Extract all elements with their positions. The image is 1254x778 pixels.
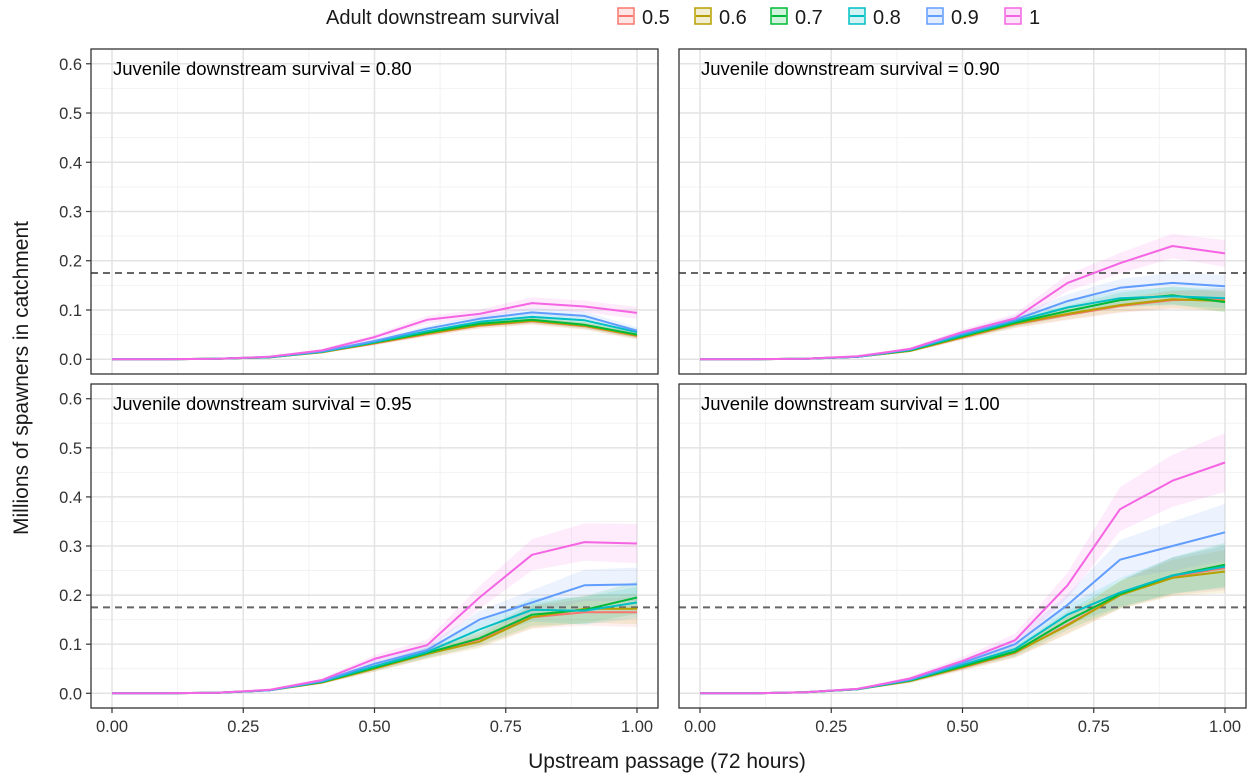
panels: Juvenile downstream survival = 0.80 0.0 0.… — [59, 48, 1247, 736]
legend-entry: 0.5 — [617, 7, 670, 29]
confidence-band — [700, 433, 1225, 694]
confidence-band — [112, 297, 637, 360]
confidence-band — [112, 567, 637, 694]
y-tick-label: 0.4 — [59, 489, 82, 507]
y-tick-label: 0.1 — [59, 636, 82, 654]
legend-label: 0.6 — [719, 7, 747, 29]
chart-panel: Juvenile downstream survival = 0.80 0.0 0.… — [59, 48, 659, 375]
confidence-band — [112, 523, 637, 694]
confidence-band — [112, 593, 637, 694]
confidence-band — [700, 233, 1225, 360]
x-tick-label: 0.50 — [946, 718, 978, 736]
confidence-band — [700, 286, 1225, 360]
y-tick-label: 0.2 — [59, 587, 82, 605]
legend-entry: 0.9 — [926, 7, 979, 29]
y-tick-label: 0.0 — [59, 351, 82, 369]
x-tick-label: 0.00 — [684, 718, 716, 736]
y-tick-label: 0.3 — [59, 538, 82, 556]
y-tick-label: 0.4 — [59, 154, 82, 172]
confidence-band — [700, 546, 1225, 694]
y-tick-label: 0.5 — [59, 105, 82, 123]
y-tick-label: 0.2 — [59, 253, 82, 271]
y-tick-label: 0.6 — [59, 56, 82, 74]
chart-panel: Juvenile downstream survival = 1.00 0.00 0… — [678, 383, 1247, 736]
panel-label: Juvenile downstream survival = 0.80 — [113, 58, 412, 79]
series-line — [112, 302, 638, 361]
series-line — [112, 541, 638, 695]
series-line — [700, 461, 1226, 695]
confidence-band — [112, 586, 637, 694]
y-tick-label: 0.3 — [59, 204, 82, 222]
chart-panel: Juvenile downstream survival = 0.95 0.0 0.… — [59, 383, 659, 736]
confidence-band — [700, 503, 1225, 694]
panel-border — [678, 48, 1247, 375]
legend-entry: 0.8 — [848, 7, 901, 29]
x-tick-label: 0.75 — [490, 718, 522, 736]
chart-panel: Juvenile downstream survival = 0.90 — [678, 48, 1247, 375]
confidence-band — [112, 312, 637, 360]
y-tick-label: 0.6 — [59, 391, 82, 409]
y-tick-label: 0.1 — [59, 302, 82, 320]
panel-label: Juvenile downstream survival = 1.00 — [701, 393, 1000, 414]
confidence-band — [700, 542, 1225, 694]
legend-label: 1 — [1029, 7, 1040, 29]
legend-label: 0.5 — [642, 7, 670, 29]
x-tick-label: 0.25 — [815, 718, 847, 736]
panel-label: Juvenile downstream survival = 0.90 — [701, 58, 1000, 79]
x-tick-label: 1.00 — [621, 718, 653, 736]
legend: Adult downstream survival 0.5 0.6 0.7 0.8 0.… — [326, 7, 1040, 29]
confidence-band — [700, 290, 1225, 360]
y-tick-label: 0.5 — [59, 440, 82, 458]
x-tick-label: 0.00 — [96, 718, 128, 736]
legend-entry: 0.6 — [694, 7, 747, 29]
legend-entry: 0.7 — [770, 7, 823, 29]
x-tick-label: 0.50 — [358, 718, 390, 736]
legend-entries: 0.5 0.6 0.7 0.8 0.9 1 — [617, 7, 1040, 29]
y-tick-label: 0.0 — [59, 685, 82, 703]
confidence-band — [112, 597, 637, 694]
legend-title: Adult downstream survival — [326, 7, 559, 29]
x-tick-label: 1.00 — [1209, 718, 1241, 736]
legend-label: 0.9 — [951, 7, 979, 29]
x-tick-label: 0.25 — [227, 718, 259, 736]
series-line — [700, 245, 1226, 361]
x-tick-label: 0.75 — [1078, 718, 1110, 736]
panel-label: Juvenile downstream survival = 0.95 — [113, 393, 412, 414]
confidence-band — [112, 308, 637, 360]
legend-entry: 1 — [1004, 7, 1040, 29]
legend-label: 0.8 — [873, 7, 901, 29]
legend-label: 0.7 — [795, 7, 823, 29]
x-axis-title: Upstream passage (72 hours) — [528, 750, 806, 773]
y-axis-title: Millions of spawners in catchment — [10, 221, 33, 535]
